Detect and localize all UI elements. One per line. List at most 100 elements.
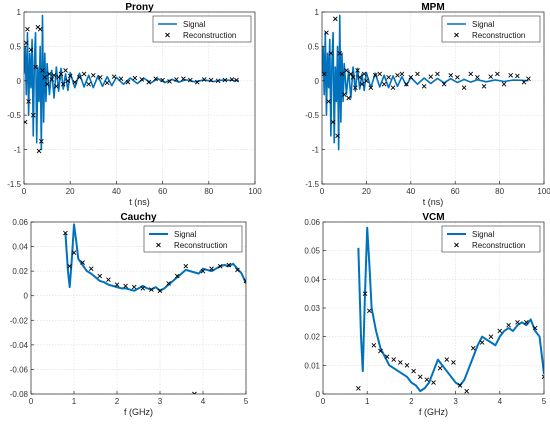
data-point-reconstruction — [81, 71, 87, 77]
data-point-reconstruction — [411, 368, 416, 374]
chart-panel-cauchy: 0 1 2 3 4 5 -0.08 -0.06 -0.04 -0.02 0 0.02 0.04 0.06 C… — [10, 212, 249, 417]
y-tick-label: 0.5 — [308, 42, 320, 51]
x-tick-label: 3 — [453, 397, 458, 406]
y-tick-label: 1 — [17, 8, 22, 17]
data-point-reconstruction — [324, 30, 329, 35]
data-point-reconstruction — [174, 273, 180, 279]
data-point-reconstruction — [337, 50, 343, 56]
y-tick-label: -0.02 — [10, 316, 29, 325]
data-point-reconstruction — [149, 287, 154, 292]
data-point-reconstruction — [39, 139, 44, 144]
data-point-reconstruction — [229, 77, 235, 82]
data-layer — [63, 223, 246, 394]
legend: Signal Reconstruction — [441, 225, 541, 253]
x-axis-label: f (GHz) — [419, 407, 448, 417]
y-tick-label: 0.06 — [304, 218, 320, 227]
chart-panel-prony: 0 20 40 60 80 100 -1.5 -1 -0.5 0 0.5 1 Prony t (ns) Si… — [7, 2, 262, 207]
data-layer — [24, 14, 239, 154]
y-tick-label: 0 — [316, 390, 321, 399]
data-point-reconstruction — [361, 71, 367, 77]
data-point-reconstruction — [378, 348, 383, 354]
legend-swatch-reconstruction — [156, 242, 161, 248]
data-point-reconstruction — [201, 77, 207, 82]
data-point-reconstruction — [104, 80, 110, 86]
data-point-reconstruction — [350, 75, 356, 80]
x-tick-label: 40 — [406, 187, 415, 196]
data-point-reconstruction — [131, 284, 137, 290]
legend-entry-label: Signal — [472, 230, 494, 239]
y-tick-label: 0.02 — [12, 267, 28, 276]
y-tick-label: 0.04 — [304, 275, 320, 284]
data-point-reconstruction — [234, 77, 239, 83]
data-point-reconstruction — [181, 76, 186, 82]
axes-box — [30, 221, 247, 395]
x-tick-label: 0 — [321, 397, 326, 406]
data-point-reconstruction — [348, 71, 354, 77]
data-point-reconstruction — [153, 76, 158, 82]
legend-entry-label: Reconstruction — [183, 31, 236, 40]
legend-box — [441, 15, 541, 43]
data-point-reconstruction — [42, 75, 48, 80]
x-axis-label: f (GHz) — [124, 407, 153, 417]
chart-panel-mpm: 0 20 40 60 80 100 -1.5 -1 -0.5 0 0.5 1 MPM t (ns) Sign… — [305, 2, 550, 207]
legend: Signal Reconstruction — [441, 15, 541, 43]
data-point-reconstruction — [33, 64, 38, 70]
data-point-reconstruction — [47, 71, 52, 77]
y-tick-label: -0.08 — [10, 390, 29, 399]
data-point-reconstruction — [60, 81, 66, 87]
data-point-reconstruction — [421, 83, 427, 89]
data-layer — [356, 226, 544, 394]
y-tick-label: 0 — [315, 77, 320, 86]
data-point-reconstruction — [448, 72, 454, 78]
x-tick-label: 0 — [29, 397, 34, 406]
x-tick-label: 2 — [115, 397, 120, 406]
data-point-reconstruction — [67, 263, 73, 269]
data-point-reconstruction — [356, 385, 361, 391]
x-tick-label: 5 — [244, 397, 249, 406]
data-point-reconstruction — [25, 26, 30, 32]
series-line-signal — [64, 223, 246, 292]
data-point-reconstruction — [395, 72, 400, 78]
data-point-reconstruction — [488, 334, 494, 339]
data-point-reconstruction — [479, 340, 485, 345]
y-tick-label: 0.04 — [12, 243, 28, 252]
data-point-reconstruction — [118, 76, 124, 82]
y-tick-label: 0.5 — [10, 42, 22, 51]
y-tick-label: -0.5 — [7, 111, 21, 120]
data-point-reconstruction — [398, 360, 403, 365]
data-point-reconstruction — [44, 81, 50, 87]
data-point-reconstruction — [359, 81, 365, 87]
data-point-reconstruction — [90, 72, 96, 78]
data-point-reconstruction — [451, 360, 456, 365]
data-point-reconstruction — [415, 71, 420, 77]
data-point-reconstruction — [86, 81, 91, 87]
data-point-reconstruction — [521, 79, 527, 85]
y-tick-label: 0 — [17, 77, 22, 86]
data-point-reconstruction — [497, 328, 503, 334]
data-point-reconstruction — [355, 68, 360, 73]
data-point-reconstruction — [208, 77, 214, 83]
data-point-reconstruction — [386, 75, 391, 80]
data-point-reconstruction — [26, 99, 31, 104]
y-tick-label: -1.5 — [7, 180, 21, 189]
data-point-reconstruction — [97, 75, 103, 80]
y-tick-label: 0.02 — [304, 333, 320, 342]
data-point-reconstruction — [58, 71, 64, 77]
data-point-reconstruction — [390, 85, 396, 90]
x-tick-label: 20 — [362, 187, 371, 196]
data-point-reconstruction — [200, 268, 206, 274]
data-point-reconstruction — [457, 383, 463, 388]
x-tick-label: 60 — [158, 187, 167, 196]
y-tick-label: 0.06 — [12, 218, 28, 227]
data-point-reconstruction — [515, 320, 520, 325]
data-point-reconstruction — [125, 79, 131, 85]
data-point-reconstruction — [330, 119, 336, 125]
data-point-reconstruction — [49, 77, 55, 82]
x-tick-label: 0 — [22, 187, 27, 196]
data-point-reconstruction — [362, 291, 368, 296]
series-line-signal — [322, 14, 529, 151]
data-point-reconstruction — [377, 71, 383, 77]
data-point-reconstruction — [335, 133, 340, 139]
data-point-reconstruction — [30, 112, 36, 118]
